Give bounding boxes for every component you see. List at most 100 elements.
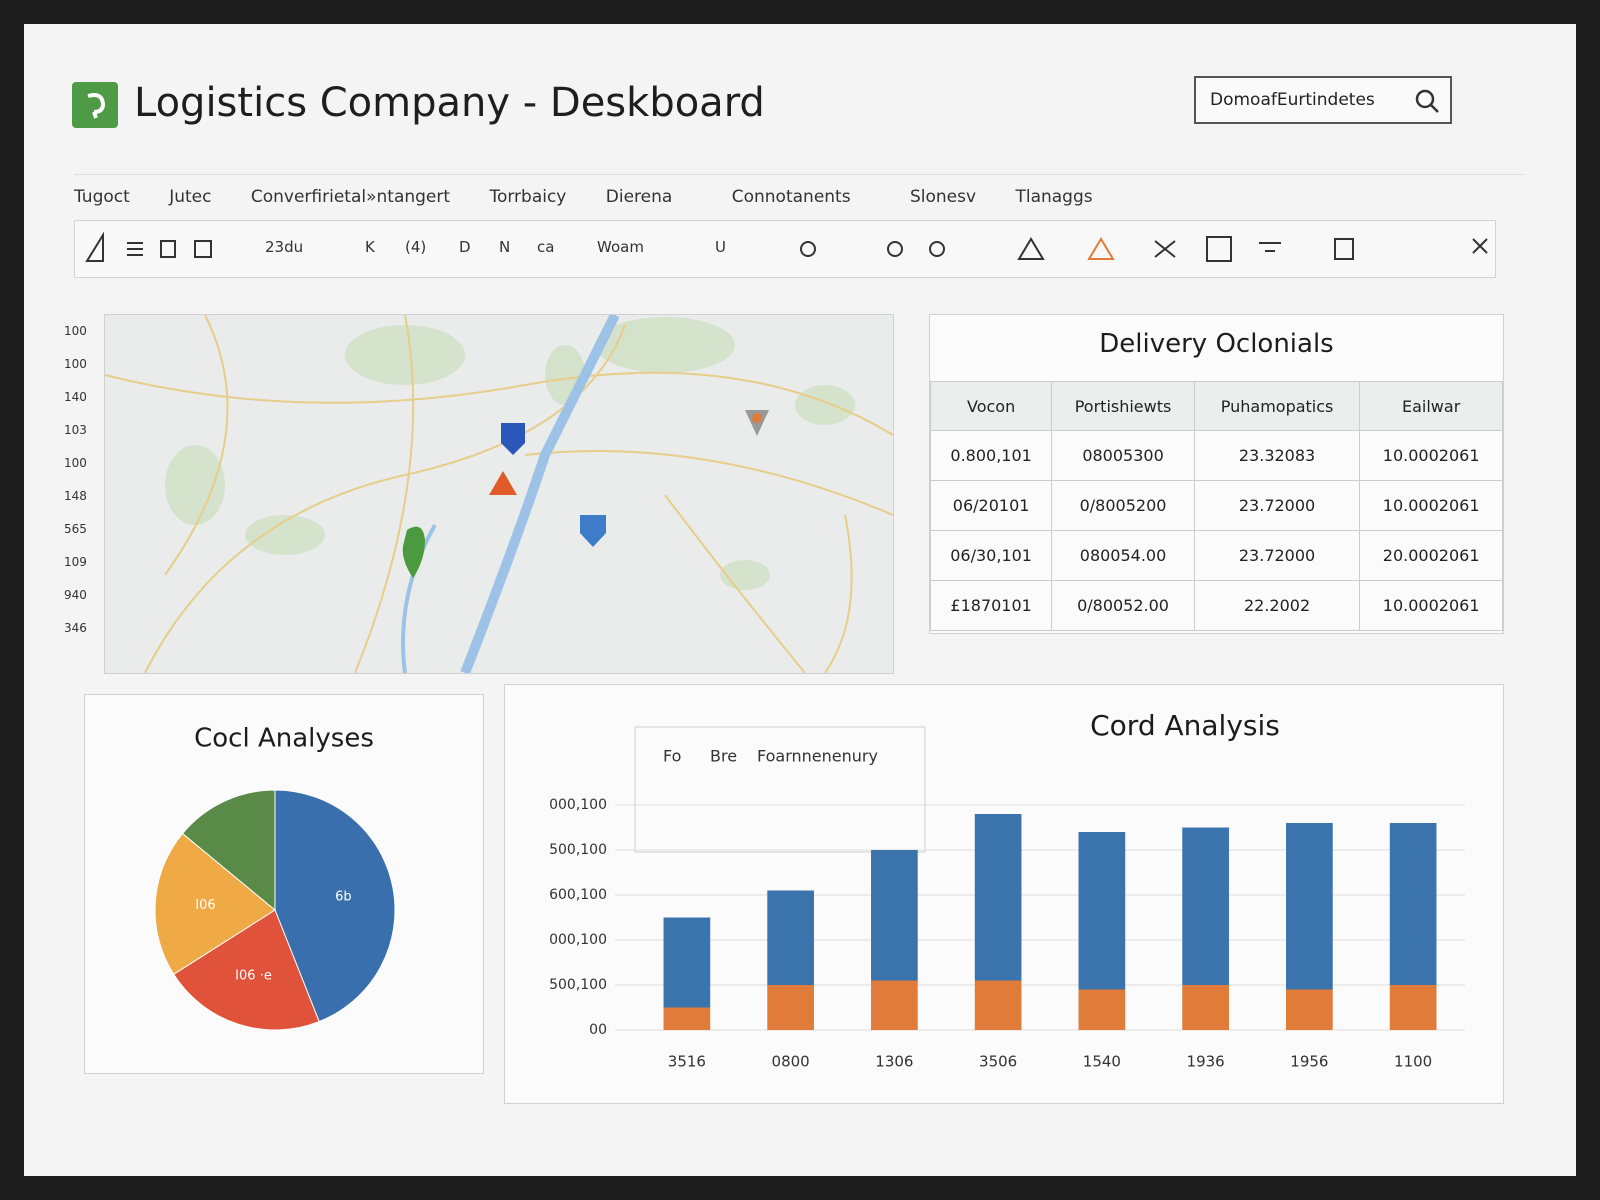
map-axis-label: 100 xyxy=(64,324,87,338)
menu-item[interactable]: Tlanaggs xyxy=(1015,187,1093,207)
y-tick-label: 600,100 xyxy=(549,887,607,903)
bar-segment xyxy=(1182,827,1229,985)
bar-segment xyxy=(1078,832,1126,990)
tool-icon[interactable] xyxy=(1154,240,1176,258)
x-tick-label: 3516 xyxy=(668,1053,706,1071)
menu-item[interactable]: Dierena xyxy=(605,187,673,207)
x-tick-label: 1936 xyxy=(1187,1053,1225,1071)
table-cell: 23.72000 xyxy=(1193,530,1361,581)
toolbar-text[interactable]: Woam xyxy=(597,238,644,256)
legend-box xyxy=(634,726,926,853)
map-axis-label: 100 xyxy=(64,357,87,371)
toolbar-text[interactable]: 23du xyxy=(265,238,304,256)
bar-segment xyxy=(1182,985,1229,1030)
table-title: Delivery Oclonials xyxy=(1099,329,1334,359)
toolbar-text[interactable]: ca xyxy=(537,238,555,256)
table-header: Vocon Portishiewts Puhamopatics Eailwar xyxy=(929,381,1503,431)
y-tick-label: 500,100 xyxy=(549,977,607,993)
pie-slice xyxy=(172,909,320,1031)
table-cell: 0.800,101 xyxy=(929,430,1053,481)
table-cell: 10.0002061 xyxy=(1359,580,1503,631)
table-cell: 23.32083 xyxy=(1193,430,1361,481)
tool-icon[interactable] xyxy=(800,241,816,257)
bar-segment xyxy=(871,850,918,981)
menu-item[interactable]: Jutec xyxy=(169,187,212,207)
bar-segment xyxy=(974,980,1022,1030)
column-header: Portishiewts xyxy=(1051,381,1195,431)
y-tick-label: 500,100 xyxy=(549,842,607,858)
search-icon[interactable] xyxy=(1414,88,1440,114)
map-axis-label: 148 xyxy=(64,489,87,503)
bar-segment xyxy=(767,890,814,985)
toolbar-text[interactable]: N xyxy=(499,238,511,256)
search-box[interactable]: DomoafEurtindetes xyxy=(1194,76,1452,124)
bar-segment xyxy=(1389,823,1437,985)
tool-icon[interactable] xyxy=(1259,242,1281,252)
table-cell: 20.0002061 xyxy=(1359,530,1503,581)
menu-item[interactable]: Slonesv xyxy=(909,187,977,207)
toolbar-icons xyxy=(85,231,1488,262)
table-cell: 10.0002061 xyxy=(1359,480,1503,531)
x-tick-label: 1100 xyxy=(1394,1053,1432,1071)
bar-segment xyxy=(767,985,814,1030)
tool-icon[interactable] xyxy=(160,240,176,258)
table-cell: 22.2002 xyxy=(1193,580,1361,631)
toolbar-text[interactable]: (4) xyxy=(405,238,427,256)
tool-icon[interactable] xyxy=(194,240,212,258)
bar-chart: Cord Analysis Fo Bre Foarnnenenury 00 500… xyxy=(549,709,1465,1071)
legend-label: Bre xyxy=(710,747,737,766)
toolbar-text[interactable]: K xyxy=(365,238,375,256)
map-panel[interactable] xyxy=(104,312,894,675)
table-row: 06/20101 0/8005200 23.72000 10.0002061 xyxy=(929,480,1503,531)
toolbar-text[interactable]: U xyxy=(715,238,726,256)
tool-icon[interactable] xyxy=(127,242,143,256)
pie-slice xyxy=(181,789,276,912)
bar-segment xyxy=(871,980,918,1030)
bar-segment xyxy=(974,814,1022,981)
map-axis-label: 100 xyxy=(64,456,87,470)
pie-slice xyxy=(154,832,276,975)
logo xyxy=(72,82,118,128)
table-cell: 06/20101 xyxy=(929,480,1053,531)
menu-item[interactable]: Torrbaicy xyxy=(489,187,567,207)
x-tick-label: 1540 xyxy=(1083,1053,1121,1071)
menu-item[interactable]: Tugoct xyxy=(74,187,130,207)
menu-item[interactable]: Converfirietal»ntangert xyxy=(250,187,451,207)
bar-segment xyxy=(1286,823,1333,990)
tool-icon[interactable] xyxy=(887,241,903,257)
tool-icon[interactable] xyxy=(1087,237,1115,260)
pie-slice xyxy=(274,789,396,1023)
map-axis-label: 565 xyxy=(64,522,87,536)
map[interactable] xyxy=(104,312,894,675)
map-axis-label: 109 xyxy=(64,555,87,569)
toolbar: 23du K (4) D N ca Woam U xyxy=(74,220,1496,278)
y-tick-label: 000,100 xyxy=(549,932,607,948)
screen: Logistics Company - Deskboard DomoafEurt… xyxy=(24,24,1576,1176)
bar-segment xyxy=(1078,989,1126,1030)
table-cell: 080054.00 xyxy=(1051,530,1195,581)
x-tick-label: 1306 xyxy=(875,1053,913,1071)
menu-bar: Tugoct Jutec Converfirietal»ntangert Tor… xyxy=(74,174,1524,207)
table-cell: 08005300 xyxy=(1051,430,1195,481)
tool-icon[interactable] xyxy=(1017,237,1045,260)
tool-icon[interactable] xyxy=(1334,238,1354,260)
bar-segment xyxy=(663,917,711,1008)
tool-icon[interactable] xyxy=(929,241,945,257)
logo-icon xyxy=(87,93,106,119)
slice-label: I06 ·e xyxy=(235,969,272,984)
y-tick-label: 000,100 xyxy=(549,797,607,813)
map-axis-label: 940 xyxy=(64,588,87,602)
close-icon[interactable] xyxy=(1472,238,1488,254)
table-row: £1870101 0/80052.00 22.2002 10.0002061 xyxy=(929,580,1503,631)
table-cell: 06/30,101 xyxy=(929,530,1053,581)
x-tick-label: 0800 xyxy=(772,1053,810,1071)
column-header: Puhamopatics xyxy=(1193,381,1361,431)
search-placeholder: DomoafEurtindetes xyxy=(1210,90,1375,110)
toolbar-text[interactable]: D xyxy=(459,238,471,256)
tool-icon[interactable] xyxy=(85,231,104,262)
legend-label: Fo xyxy=(663,747,681,766)
menu-item[interactable]: Connotanents xyxy=(731,187,851,207)
tool-icon[interactable] xyxy=(1206,236,1232,262)
